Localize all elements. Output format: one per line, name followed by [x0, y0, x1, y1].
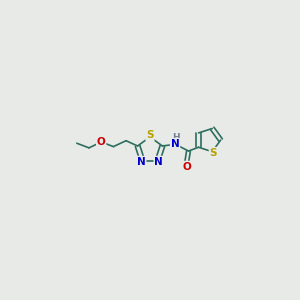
- Text: N: N: [171, 139, 179, 149]
- Text: O: O: [97, 137, 106, 147]
- Text: N: N: [154, 157, 163, 166]
- Text: S: S: [146, 130, 154, 140]
- Text: O: O: [182, 162, 191, 172]
- Text: N: N: [137, 157, 146, 166]
- Text: S: S: [209, 148, 217, 158]
- Text: H: H: [172, 134, 179, 142]
